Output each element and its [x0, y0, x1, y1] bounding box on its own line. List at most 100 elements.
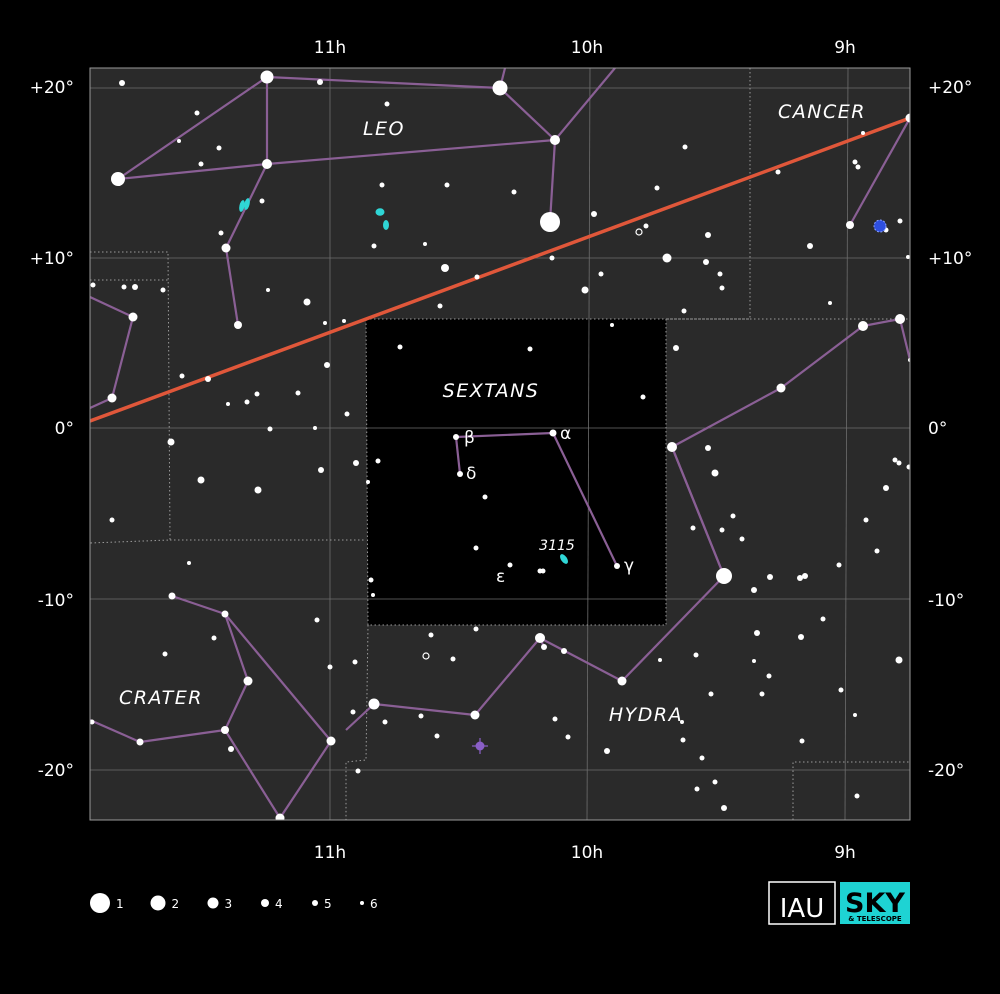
legend-mag-6-dot: [360, 901, 364, 905]
star: [541, 644, 547, 650]
double-star-icon: [635, 228, 643, 236]
star: [507, 562, 513, 568]
galaxy-label-3115: 3115: [539, 538, 575, 554]
star: [350, 709, 356, 715]
star: [693, 652, 699, 658]
constellation-boundaries: [90, 68, 910, 820]
legend-mag-1-dot: [90, 893, 110, 913]
star: [160, 287, 166, 293]
star: [604, 748, 610, 754]
star: [617, 676, 627, 686]
legend-mag-4-dot: [261, 899, 269, 907]
star: [581, 286, 589, 294]
ra-axis-top: 11h 10h 9h: [314, 38, 856, 58]
star: [326, 736, 336, 746]
ra-label-10h-top: 10h: [571, 38, 603, 58]
dec-label-m20-left: -20°: [38, 761, 74, 781]
star: [221, 610, 229, 618]
star: [473, 545, 479, 551]
constellation-label-crater: CRATER: [119, 687, 203, 709]
star: [107, 393, 117, 403]
star: [267, 426, 273, 432]
star: [861, 131, 865, 135]
star: [314, 617, 320, 623]
star: [384, 101, 390, 107]
stick-figure-line: [454, 436, 462, 475]
legend-mag-4-label: 4: [275, 897, 283, 911]
star: [802, 573, 808, 579]
dec-label-m10-right: -10°: [928, 591, 964, 611]
galaxy-icon: [244, 198, 250, 210]
ra-grid-line: [586, 68, 591, 820]
planetary-nebula-icon: [472, 738, 488, 754]
ra-grid-line: [844, 68, 849, 820]
sky-logo-subtext: & TELESCOPE: [848, 915, 902, 923]
star: [428, 632, 434, 638]
star: [324, 362, 330, 368]
star: [717, 271, 723, 277]
star: [552, 716, 558, 722]
star: [128, 312, 138, 322]
star: [654, 185, 660, 191]
boundary-line: [345, 624, 369, 820]
star: [874, 548, 880, 554]
star: [549, 255, 555, 261]
star: [132, 284, 138, 290]
star: [906, 464, 910, 470]
star: [441, 264, 449, 272]
star: [457, 471, 463, 477]
star: [244, 399, 250, 405]
star: [550, 135, 560, 145]
constellation-label-leo: LEO: [363, 118, 405, 140]
dec-label-p20-left: +20°: [30, 78, 74, 98]
star: [121, 284, 127, 290]
ecliptic-line: [90, 116, 910, 423]
star: [187, 561, 191, 565]
legend-mag-2-dot: [150, 895, 166, 911]
star: [177, 139, 181, 143]
sextans-region: [366, 319, 666, 625]
star: [313, 426, 317, 430]
star: [610, 323, 614, 327]
constellation-label-hydra: HYDRA: [609, 704, 683, 726]
constellation-label-sextans: SEXTANS: [443, 380, 540, 402]
star: [344, 411, 350, 417]
star: [234, 321, 242, 329]
star-field: [90, 70, 910, 820]
ra-axis-bottom: 11h 10h 9h: [314, 843, 856, 863]
star: [355, 768, 361, 774]
star: [798, 634, 804, 640]
star: [366, 480, 370, 484]
star: [712, 779, 718, 785]
star: [423, 242, 427, 246]
star: [259, 198, 265, 204]
star: [368, 698, 380, 710]
star: [497, 85, 505, 93]
star: [221, 243, 231, 253]
star: [111, 172, 125, 186]
star: [482, 494, 488, 500]
star: [352, 659, 358, 665]
boundary-line: [792, 761, 910, 820]
star: [820, 616, 826, 622]
star: [226, 402, 230, 406]
star: [260, 70, 274, 84]
star: [883, 485, 889, 491]
legend-mag-1-label: 1: [116, 897, 124, 911]
star: [895, 314, 905, 324]
star: [117, 182, 121, 186]
star: [836, 562, 842, 568]
star: [703, 259, 709, 265]
star: [179, 373, 185, 379]
star: [680, 737, 686, 743]
star: [598, 271, 604, 277]
star: [853, 713, 857, 717]
dec-label-p20-right: +20°: [928, 78, 972, 98]
star: [855, 164, 861, 170]
star: [474, 274, 480, 280]
star: [221, 726, 229, 734]
star: [565, 734, 571, 740]
star: [561, 648, 567, 654]
magnitude-legend: 1 2 3 4 5 6: [90, 893, 378, 913]
sky-telescope-logo: SKY & TELESCOPE: [840, 882, 910, 924]
